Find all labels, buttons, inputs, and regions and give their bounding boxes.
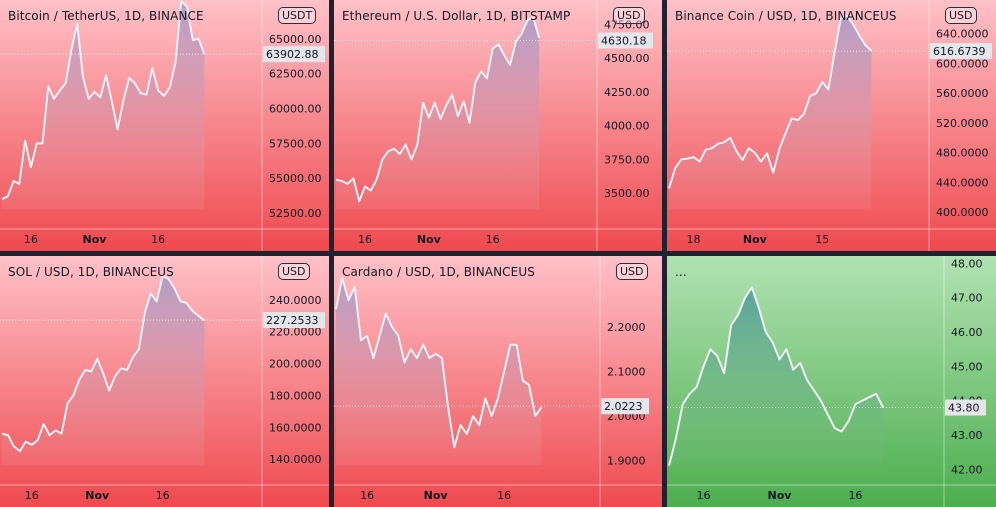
last-price-box (263, 312, 325, 329)
x-tick-label: 16 (697, 489, 711, 502)
x-tick-label: 15 (815, 233, 829, 246)
y-tick-label: 3500.00 (604, 187, 650, 200)
y-tick-label: 180.0000 (269, 389, 322, 402)
y-tick-label: 62500.00 (269, 68, 322, 81)
price-area-fill (2, 275, 205, 465)
chart-svg: 4750.004500.004250.004000.003750.003500.… (334, 0, 662, 251)
chart-panel-4[interactable]: 240.0000 220.0000 200.0000 180.0000 160.0000… (0, 256, 329, 507)
price-line (668, 286, 884, 467)
last-price-box (945, 399, 986, 416)
price-area-fill (336, 277, 542, 465)
price-line (335, 276, 543, 449)
chart-panel-6[interactable]: 48.0047.0046.0045.0044.0043.0042.0043.80… (667, 256, 996, 507)
y-tick-label: 520.0000 (936, 117, 989, 130)
x-tick-label: 18 (687, 233, 701, 246)
chart-panel-1[interactable]: 65000.00 62500.00 60000.00 57500.00 55000.00… (0, 0, 329, 251)
chart-svg: 640.0000 600.0000 560.0000 520.0000 480.0000… (667, 0, 996, 251)
price-line (668, 14, 873, 189)
last-price-box (601, 398, 649, 415)
y-tick-label: 400.0000 (936, 206, 989, 219)
chart-svg: 65000.00 62500.00 60000.00 57500.00 55000.00… (0, 0, 329, 251)
chart-svg: 48.0047.0046.0045.0044.0043.0042.0043.80… (667, 256, 996, 507)
y-tick-label: 440.0000 (936, 176, 989, 189)
y-tick-label: 560.0000 (936, 87, 989, 100)
y-tick-label: 46.00 (951, 326, 983, 339)
chart-title: Cardano / USD, 1D, BINANCEUS (342, 265, 535, 279)
x-tick-label: 16 (24, 233, 38, 246)
chart-panel-3[interactable]: 640.0000 600.0000 560.0000 520.0000 480.0000… (667, 0, 996, 251)
price-area-fill (2, 1, 205, 210)
currency-badge[interactable]: USDT (278, 7, 317, 24)
last-price-label: 43.80 (948, 402, 980, 415)
x-tick-label: 16 (497, 489, 511, 502)
y-tick-label: 65000.00 (269, 33, 322, 46)
currency-badge[interactable]: USD (278, 263, 310, 280)
y-tick-label: 240.0000 (269, 294, 322, 307)
last-price-label: 616.6739 (933, 45, 986, 58)
x-tick-label: Nov (768, 489, 793, 502)
y-tick-label: 2.2000 (607, 321, 646, 334)
last-price-label: 227.2533 (266, 314, 319, 327)
price-area-fill (669, 15, 872, 210)
x-tick-label: 16 (848, 489, 862, 502)
chart-svg: 240.0000 220.0000 200.0000 180.0000 160.0000… (0, 256, 329, 507)
y-tick-label: 600.0000 (936, 57, 989, 70)
chart-panel-5[interactable]: 2.2000 2.1000 2.0000 1.9000 2.0223 16 Nov 16 Car… (334, 256, 662, 507)
y-tick-label: 640.0000 (936, 28, 989, 41)
price-line (1, 274, 206, 453)
last-price-box (930, 43, 992, 60)
x-tick-label: 16 (151, 233, 165, 246)
x-tick-label: 16 (486, 233, 500, 246)
y-tick-label: 45.00 (951, 360, 983, 373)
currency-badge[interactable]: USD (613, 7, 645, 24)
last-price-box (598, 32, 653, 49)
x-tick-label: Nov (85, 489, 110, 502)
currency-badge[interactable]: USD (616, 263, 648, 280)
last-price-label: 4630.18 (601, 34, 647, 47)
chart-title: ... (675, 265, 687, 279)
y-tick-label: 43.00 (951, 429, 983, 442)
chart-title: Ethereum / U.S. Dollar, 1D, BITSTAMP (342, 9, 571, 23)
y-tick-label: 220.0000 (269, 326, 322, 339)
price-line (335, 16, 541, 203)
x-tick-label: Nov (83, 233, 108, 246)
y-tick-label: 2.1000 (607, 366, 646, 379)
y-tick-label: 200.0000 (269, 358, 322, 371)
y-tick-label: 1.9000 (607, 455, 646, 468)
chart-title: SOL / USD, 1D, BINANCEUS (8, 265, 174, 279)
x-tick-label: 16 (360, 489, 374, 502)
y-tick-label: 52500.00 (269, 207, 322, 220)
last-price-label: 2.0223 (604, 400, 643, 413)
y-tick-label: 55000.00 (269, 172, 322, 185)
chart-panel-2[interactable]: 4750.00 4500.00 4250.00 4000.00 3750.00 3500.… (334, 0, 662, 251)
y-tick-label: 4500.00 (604, 52, 650, 65)
price-line (1, 0, 206, 201)
x-tick-label: 16 (25, 489, 39, 502)
y-tick-label: 140.0000 (269, 453, 322, 466)
y-tick-label: 57500.00 (269, 137, 322, 150)
last-price-label: 63902.88 (266, 48, 319, 61)
y-tick-label: 3750.00 (604, 153, 650, 166)
last-price-box (263, 46, 325, 63)
y-tick-label: 42.00 (951, 463, 983, 476)
x-tick-label: Nov (424, 489, 449, 502)
y-tick-label: 60000.00 (269, 103, 322, 116)
y-tick-label: 160.0000 (269, 421, 322, 434)
y-tick-label: 47.00 (951, 292, 983, 305)
chart-title: Bitcoin / TetherUS, 1D, BINANCE (8, 9, 204, 23)
y-tick-label: 4000.00 (604, 120, 650, 133)
x-tick-label: 16 (156, 489, 170, 502)
x-tick-label: 16 (358, 233, 372, 246)
currency-badge[interactable]: USD (945, 7, 977, 24)
y-tick-label: 4250.00 (604, 86, 650, 99)
chart-title: Binance Coin / USD, 1D, BINANCEUS (675, 9, 897, 23)
price-area-fill (669, 287, 884, 466)
y-tick-label: 480.0000 (936, 147, 989, 160)
y-tick-label: 48.00 (951, 257, 983, 270)
x-tick-label: Nov (743, 233, 768, 246)
x-tick-label: Nov (417, 233, 442, 246)
